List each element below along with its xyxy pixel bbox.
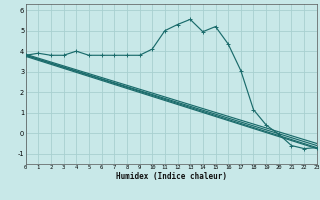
X-axis label: Humidex (Indice chaleur): Humidex (Indice chaleur) <box>116 172 227 181</box>
